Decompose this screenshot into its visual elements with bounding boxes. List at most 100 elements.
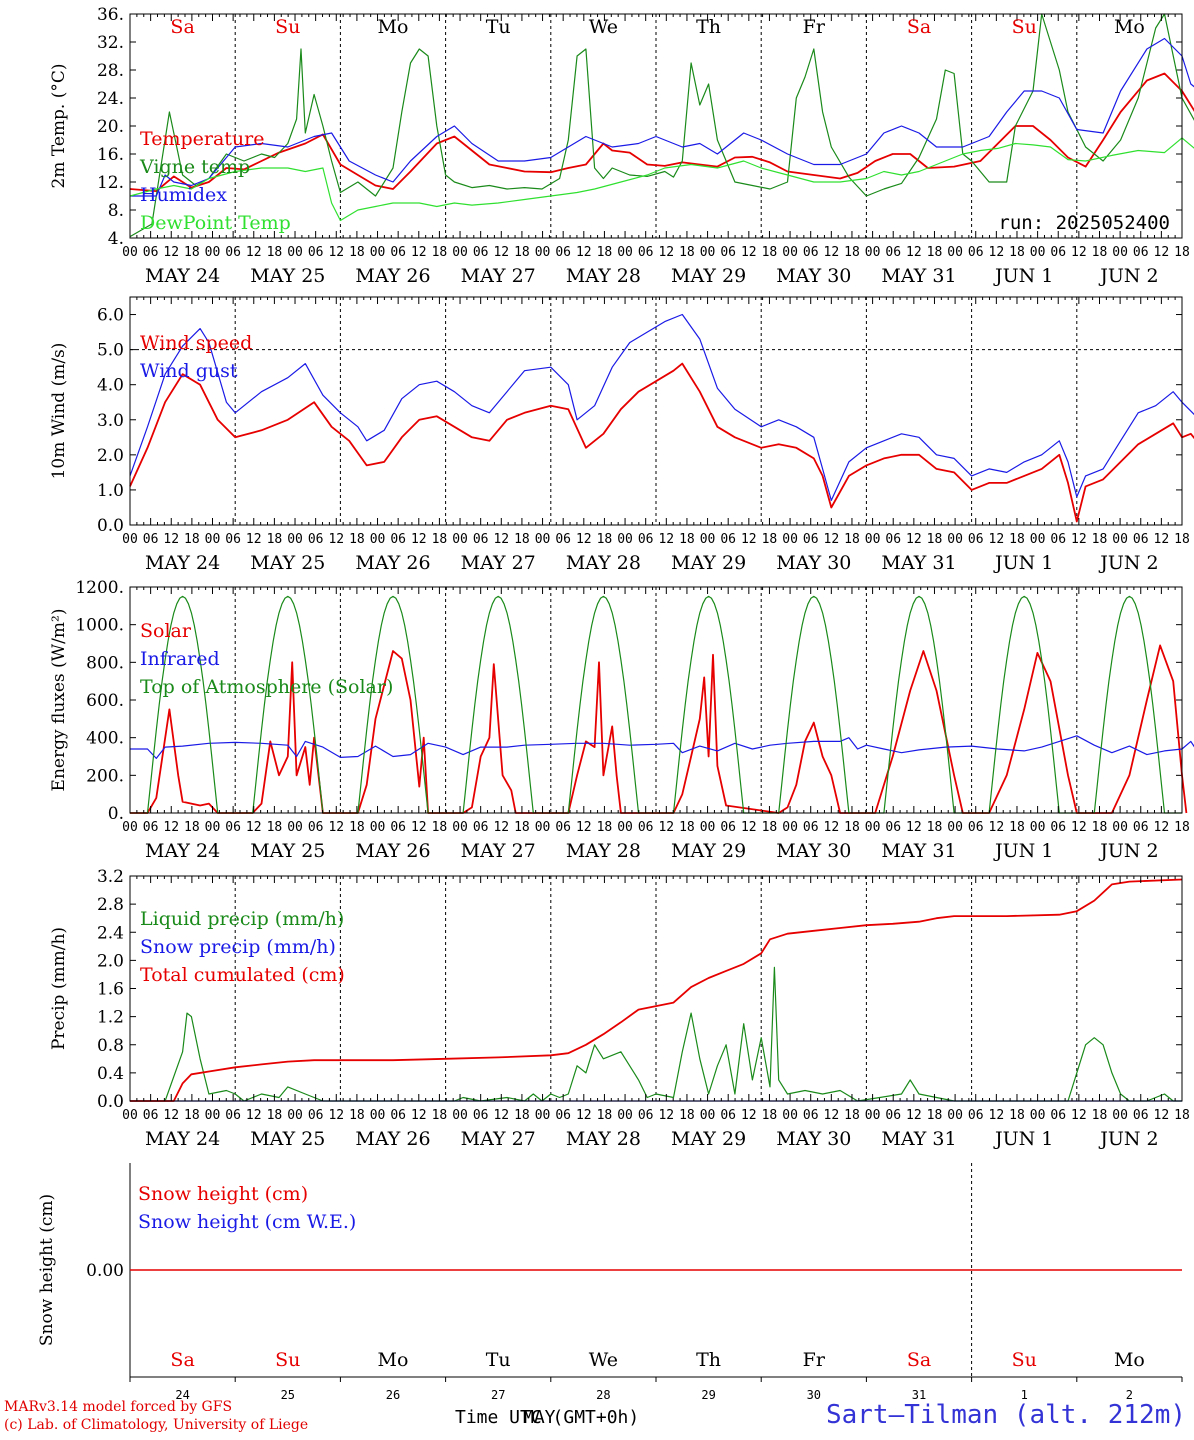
hour-tick-label: 12	[1154, 245, 1170, 260]
hour-tick-label: 00	[947, 820, 963, 835]
y-tick-label: 1000.	[75, 616, 124, 636]
hour-tick-label: 12	[493, 820, 509, 835]
hour-tick-label: 06	[143, 532, 159, 547]
hour-tick-label: 18	[679, 820, 695, 835]
hour-tick-label: 18	[844, 532, 860, 547]
hour-tick-label: 18	[597, 1108, 613, 1123]
hour-tick-label: 06	[225, 820, 241, 835]
y-tick-label: 200.	[86, 766, 124, 786]
y-tick-label: 0.0	[97, 1092, 124, 1112]
y-axis-label: Snow height (cm)	[37, 1194, 57, 1346]
y-tick-label: 3.0	[97, 411, 124, 431]
hour-tick-label: 06	[1133, 1108, 1149, 1123]
model-credit: MARv3.14 model forced by GFS	[4, 1399, 233, 1415]
hour-tick-label: 06	[1050, 532, 1066, 547]
hour-tick-label: 18	[349, 532, 365, 547]
hour-tick-label: 18	[184, 532, 200, 547]
hour-tick-label: 12	[411, 1108, 427, 1123]
hour-tick-label: 00	[452, 1108, 468, 1123]
hour-tick-label: 12	[163, 820, 179, 835]
hour-tick-label: 06	[225, 245, 241, 260]
hour-tick-label: 12	[576, 820, 592, 835]
hour-tick-label: 12	[163, 532, 179, 547]
hour-tick-label: 12	[824, 820, 840, 835]
hour-tick-label: 18	[762, 820, 778, 835]
hour-tick-label: 06	[143, 820, 159, 835]
hour-tick-label: 00	[205, 245, 221, 260]
day-label: MAY 25	[250, 1128, 325, 1150]
hour-tick-label: 00	[617, 820, 633, 835]
day-number-label: 28	[596, 1388, 610, 1402]
hour-tick-label: 18	[514, 820, 530, 835]
day-label: JUN 1	[993, 552, 1053, 574]
hour-tick-label: 12	[824, 532, 840, 547]
y-tick-label: 6.0	[97, 306, 124, 326]
y-tick-label: 1.0	[97, 481, 124, 501]
hour-tick-label: 06	[638, 1108, 654, 1123]
hour-tick-label: 18	[432, 245, 448, 260]
hour-tick-label: 00	[1030, 1108, 1046, 1123]
legend-snow-precip-mm-h-: Snow precip (mm/h)	[140, 936, 336, 958]
hour-tick-label: 00	[370, 1108, 386, 1123]
hour-tick-label: 18	[184, 820, 200, 835]
series-line-wind-speed	[129, 362, 1194, 523]
hour-tick-label: 12	[658, 245, 674, 260]
hour-tick-label: 18	[267, 245, 283, 260]
hour-tick-label: 06	[803, 245, 819, 260]
day-number-label: 26	[386, 1388, 400, 1402]
y-tick-label: 1200.	[75, 578, 124, 598]
hour-tick-label: 12	[246, 532, 262, 547]
hour-tick-label: 12	[989, 820, 1005, 835]
hour-tick-label: 00	[122, 532, 138, 547]
weekday-label: Su	[275, 1349, 300, 1371]
hour-tick-label: 18	[1174, 1108, 1190, 1123]
y-tick-label: 800.	[86, 653, 124, 673]
hour-tick-label: 00	[205, 532, 221, 547]
series-line-solar	[130, 644, 1188, 814]
day-label: MAY 24	[145, 840, 220, 862]
hour-tick-label: 12	[1154, 820, 1170, 835]
hour-tick-label: 00	[617, 532, 633, 547]
legend-snow-height-cm-w-e-: Snow height (cm W.E.)	[138, 1211, 356, 1233]
hour-tick-label: 06	[1133, 532, 1149, 547]
hour-tick-label: 06	[390, 1108, 406, 1123]
run-label: run: 2025052400	[998, 212, 1170, 234]
y-axis-label: Energy fluxes (W/m²)	[49, 609, 69, 792]
weekday-label: Mo	[378, 16, 409, 38]
hour-tick-label: 18	[432, 1108, 448, 1123]
hour-tick-label: 00	[617, 245, 633, 260]
hour-tick-label: 06	[803, 820, 819, 835]
hour-tick-label: 06	[720, 245, 736, 260]
day-label: JUN 1	[993, 840, 1053, 862]
hour-tick-label: 12	[906, 820, 922, 835]
hour-tick-label: 18	[184, 245, 200, 260]
series-line-temperature	[129, 72, 1194, 192]
hour-tick-label: 12	[246, 245, 262, 260]
day-label: MAY 26	[355, 840, 430, 862]
hour-tick-label: 00	[947, 532, 963, 547]
hour-tick-label: 06	[638, 532, 654, 547]
hour-tick-label: 18	[432, 820, 448, 835]
day-label: MAY 31	[881, 552, 956, 574]
hour-tick-label: 06	[803, 532, 819, 547]
hour-tick-label: 00	[205, 1108, 221, 1123]
day-number-label: 2	[1126, 1388, 1133, 1402]
hour-tick-label: 18	[1174, 820, 1190, 835]
hour-tick-label: 18	[514, 1108, 530, 1123]
hour-tick-label: 12	[328, 245, 344, 260]
hour-tick-label: 06	[555, 820, 571, 835]
hour-tick-label: 12	[658, 532, 674, 547]
legend-wind-gust: Wind gust	[140, 360, 238, 382]
hour-tick-label: 18	[1092, 820, 1108, 835]
series-line-dewpoint-temp	[129, 137, 1194, 222]
station-label: Sart–Tilman (alt. 212m)	[825, 1400, 1186, 1430]
hour-tick-label: 00	[782, 1108, 798, 1123]
day-label: MAY 28	[566, 1128, 641, 1150]
day-label: MAY 27	[461, 265, 536, 287]
hour-tick-label: 18	[762, 532, 778, 547]
y-tick-label: 0.8	[97, 1036, 124, 1056]
hour-tick-label: 00	[700, 532, 716, 547]
hour-tick-label: 12	[163, 245, 179, 260]
lab-credit: (c) Lab. of Climatology, University of L…	[4, 1417, 309, 1433]
